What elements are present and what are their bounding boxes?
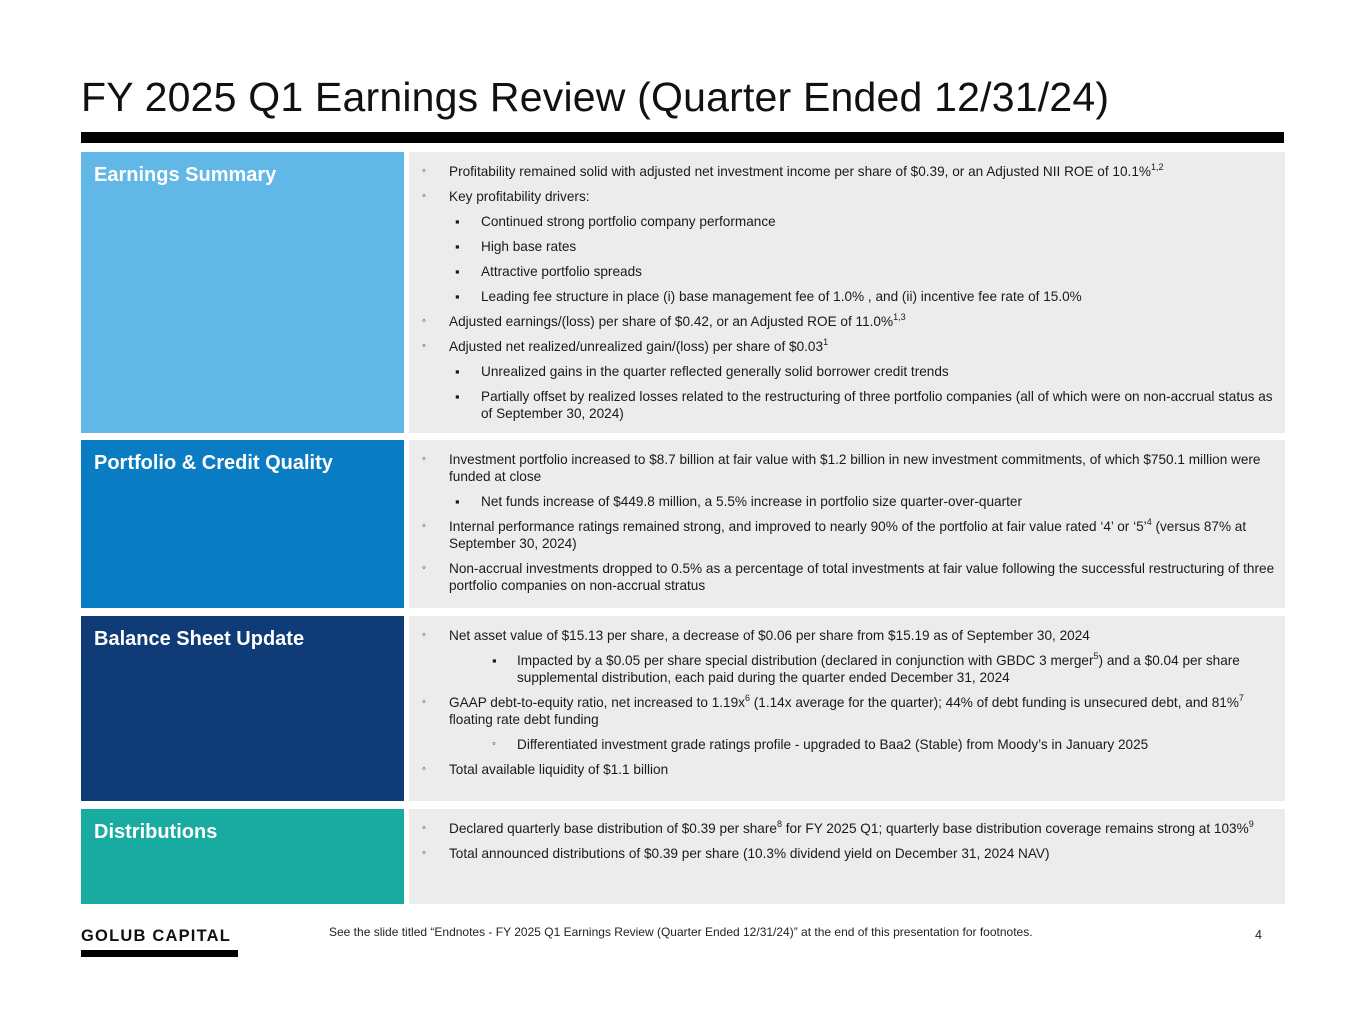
section-label-balance-sheet-update: Balance Sheet Update (81, 616, 404, 801)
hollow-bullet-icon: ◦ (422, 562, 426, 574)
square-bullet-icon: ▪ (455, 239, 460, 254)
hollow-bullet-icon: ◦ (422, 165, 426, 177)
list-item: ◦ Declared quarterly base distribution of… (422, 819, 1254, 837)
hollow-bullet-icon: ◦ (422, 629, 426, 641)
section-balance-sheet-update: Balance Sheet Update ◦ Net asset value of… (81, 616, 1285, 801)
section-content-balance-sheet-update: ◦ Net asset value of $15.13 per share, a … (409, 616, 1285, 801)
hollow-bullet-icon: ◦ (422, 190, 426, 202)
square-bullet-icon: ▪ (455, 214, 460, 229)
section-content-distributions: ◦ Declared quarterly base distribution of… (409, 809, 1285, 904)
logo-underline (81, 950, 238, 957)
list-item: ◦ Net asset value of $15.13 per share, a … (422, 628, 1090, 643)
list-item: ◦ Investment portfolio increased to $8.7 … (422, 452, 1261, 484)
hollow-bullet-icon: ◦ (422, 453, 426, 465)
list-item: ◦ Total announced distributions of $0.39 … (422, 846, 1050, 861)
footnote-text: See the slide titled “Endnotes - FY 2025… (329, 925, 1033, 939)
list-item: ▪ Net funds increase of $449.8 million, a… (455, 494, 1023, 509)
list-item: ▪ Attractive portfolio spreads (455, 264, 642, 279)
square-bullet-icon: ▪ (492, 653, 497, 668)
list-item: ◦ Adjusted earnings/(loss) per share of $… (422, 312, 906, 330)
list-item: ▪ High base rates (455, 239, 577, 254)
section-label-portfolio-credit-quality: Portfolio & Credit Quality (81, 440, 404, 608)
list-item: ◦ Profitability remained solid with adjus… (422, 162, 1164, 180)
hollow-bullet-icon: ◦ (422, 315, 426, 327)
hollow-bullet-icon: ◦ (422, 763, 426, 775)
list-item: ◦ Non-accrual investments dropped to 0.5%… (422, 561, 1275, 593)
section-content-earnings-summary: ◦ Profitability remained solid with adjus… (409, 152, 1285, 433)
hollow-bullet-icon: ◦ (422, 520, 426, 532)
list-item: ▪ Continued strong portfolio company perf… (455, 214, 776, 229)
list-item: ◦ Internal performance ratings remained s… (422, 517, 1247, 552)
list-item: ◦ Total available liquidity of $1.1 billi… (422, 762, 669, 777)
list-item: ▪ Unrealized gains in the quarter reflect… (455, 364, 949, 379)
section-label-distributions: Distributions (81, 809, 404, 904)
section-portfolio-credit-quality: Portfolio & Credit Quality ◦ Investment p… (81, 440, 1285, 608)
section-earnings-summary: Earnings Summary ◦ Profitability remained… (81, 152, 1285, 433)
hollow-bullet-icon: ◦ (422, 340, 426, 352)
section-content-portfolio-credit-quality: ◦ Investment portfolio increased to $8.7 … (409, 440, 1285, 608)
list-item: ▪ Leading fee structure in place (i) base… (455, 289, 1082, 304)
hollow-bullet-icon: ◦ (422, 696, 426, 708)
page-title: FY 2025 Q1 Earnings Review (Quarter Ende… (81, 74, 1110, 120)
list-item: ▪ Impacted by a $0.05 per share special d… (492, 651, 1240, 686)
square-bullet-icon: ▪ (455, 264, 460, 279)
list-item: ◦ Key profitability drivers: (422, 189, 590, 204)
square-bullet-icon: ▪ (455, 289, 460, 304)
hollow-bullet-icon: ◦ (422, 822, 426, 834)
page-number: 4 (1255, 928, 1262, 942)
section-label-earnings-summary: Earnings Summary (81, 152, 404, 433)
hollow-bullet-icon: ◦ (492, 738, 496, 750)
list-item: ◦ Differentiated investment grade ratings… (492, 737, 1149, 752)
square-bullet-icon: ▪ (455, 389, 460, 404)
list-item: ▪ Partially offset by realized losses rel… (455, 389, 1273, 421)
section-distributions: Distributions ◦ Declared quarterly base d… (81, 809, 1285, 904)
list-item: ◦ GAAP debt-to-equity ratio, net increase… (422, 693, 1244, 728)
hollow-bullet-icon: ◦ (422, 847, 426, 859)
list-item: ◦ Adjusted net realized/unrealized gain/(… (422, 337, 829, 355)
title-rule (81, 132, 1284, 143)
square-bullet-icon: ▪ (455, 364, 460, 379)
golub-capital-logo: GOLUB CAPITAL (81, 927, 232, 945)
square-bullet-icon: ▪ (455, 494, 460, 509)
